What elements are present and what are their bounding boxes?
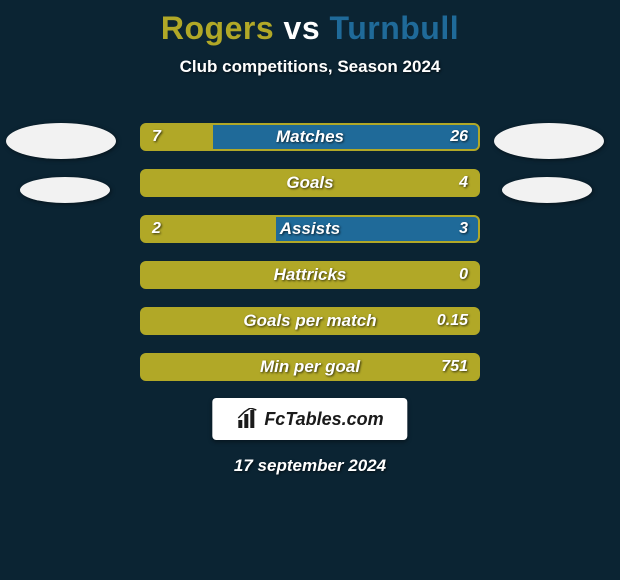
title-player1: Rogers — [161, 10, 274, 46]
bar-right-fill — [276, 217, 478, 241]
stat-bar: 4Goals — [140, 169, 480, 197]
date-label: 17 september 2024 — [0, 456, 620, 476]
bar-right-fill — [213, 125, 478, 149]
stat-bar: 751Min per goal — [140, 353, 480, 381]
team-badge-right-2 — [502, 177, 592, 203]
bar-left-fill — [142, 309, 478, 333]
stat-bar: 0Hattricks — [140, 261, 480, 289]
team-badge-right-1 — [494, 123, 604, 159]
bar-left-fill — [142, 355, 478, 379]
source-badge: FcTables.com — [212, 398, 407, 440]
bar-left-fill — [142, 263, 478, 287]
title-vs: vs — [284, 10, 321, 46]
bar-left-fill — [142, 125, 213, 149]
title-player2: Turnbull — [330, 10, 460, 46]
page-title: Rogers vs Turnbull — [0, 10, 620, 47]
bar-left-fill — [142, 217, 276, 241]
stat-bar: 23Assists — [140, 215, 480, 243]
team-badge-left-1 — [6, 123, 116, 159]
bar-left-fill — [142, 171, 478, 195]
chart-icon — [236, 408, 258, 430]
stat-bar: 0.15Goals per match — [140, 307, 480, 335]
subtitle: Club competitions, Season 2024 — [0, 57, 620, 77]
team-badge-left-2 — [20, 177, 110, 203]
bars-group: 726Matches 4Goals 23Assists 0Hattricks 0.15G… — [140, 123, 480, 399]
comparison-container: Rogers vs Turnbull Club competitions, Se… — [0, 0, 620, 580]
source-text: FcTables.com — [264, 409, 383, 430]
stat-bar: 726Matches — [140, 123, 480, 151]
